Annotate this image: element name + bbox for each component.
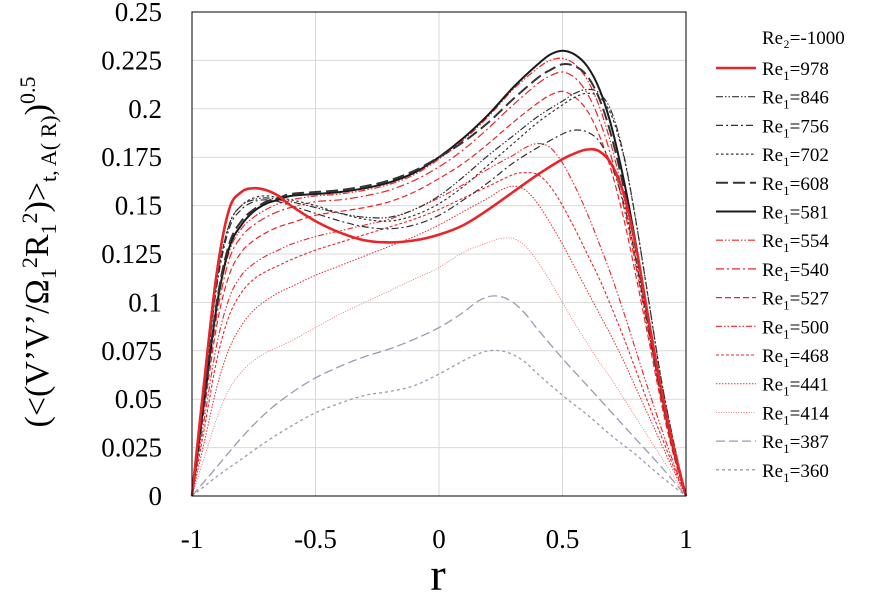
series-line [190,147,688,497]
x-tick-label: -0.5 [294,524,337,554]
y-label-sup: 2 [17,257,42,268]
series-line [191,129,687,497]
legend-entry: Re1=387 [762,432,829,456]
series-line [191,71,687,497]
y-tick-label: 0.05 [115,384,162,414]
legend: Re₂=-1000 Re1=978 Re1=846 Re1=756 Re1=702 Re… [716,28,845,485]
legend-entry: Re1=978 [762,59,829,83]
series-line [191,349,687,497]
legend-entry: Re1=702 [762,145,829,169]
x-tick-label: 1 [679,524,693,554]
legend-entry: Re1=756 [762,116,829,140]
series-line [191,185,687,497]
series-line [191,49,687,497]
x-tick-label: -1 [181,524,204,554]
legend-entry: Re1=581 [762,203,829,227]
y-label-sub: t, A( R) [36,115,61,182]
y-label-sub: 1 [36,223,61,234]
y-tick-label: 0.2 [128,94,162,124]
series-line [191,295,687,497]
x-tick-label: 0.5 [546,524,580,554]
grid [191,11,687,497]
y-tick-label: 0.025 [101,433,162,463]
y-label-sub: 1 [36,268,61,279]
legend-entry: Re1=554 [762,231,829,255]
legend-entry: Re1=441 [762,375,829,399]
svg-text:(<(V’V’/Ω12R12)>t, A( R))0.5: (<(V’V’/Ω12R12)>t, A( R))0.5 [15,77,61,428]
y-label-sup: 0.5 [15,77,40,105]
y-label-sup: 2 [17,212,42,223]
legend-entry: Re1=500 [762,317,829,341]
y-label-part: ) [19,104,56,115]
legend-entry: Re1=846 [762,88,829,112]
series-line [191,172,687,497]
tick-labels: 0 0.025 0.05 0.075 0.1 0.125 0.15 0.175 0.2 0.225… [101,0,693,554]
legend-entry: Re1=608 [762,174,829,198]
y-label-part: R [19,234,56,257]
plot-frame [191,11,687,497]
legend-entry: Re1=414 [762,403,829,427]
y-tick-label: 0.125 [101,239,162,269]
y-tick-label: 0.225 [101,45,162,75]
y-tick-label: 0.1 [128,287,162,317]
legend-entry: Re1=527 [762,289,829,313]
y-axis-label: (<(V’V’/Ω12R12)>t, A( R))0.5 [15,77,61,428]
y-tick-label: 0.15 [115,191,162,221]
legend-entry: Re1=540 [762,260,829,284]
series-line [191,90,687,497]
y-tick-label: 0.175 [101,142,162,172]
series-group [190,49,688,497]
legend-entry: Re1=468 [762,346,829,370]
y-label-part: )> [19,182,56,213]
x-tick-label: 0 [432,524,446,554]
y-tick-label: 0.075 [101,336,162,366]
series-line [191,88,687,497]
series-line [191,57,687,497]
y-tick-label: 0.25 [115,0,162,27]
y-tick-label: 0 [149,481,163,511]
y-label-part: (<(V’V’/Ω [19,279,56,427]
legend-entry: Re1=360 [762,461,829,485]
x-axis-label: r [430,549,445,596]
series-line [191,237,687,497]
legend-header: Re₂=-1000 [762,28,845,49]
